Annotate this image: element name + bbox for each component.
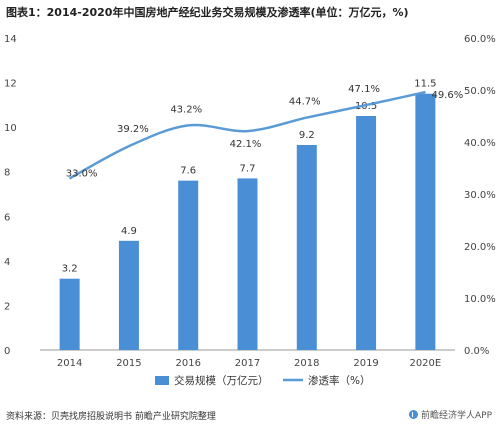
y-right-tick-label: 20.0% — [464, 242, 496, 253]
legend-line-label: 渗透率（%） — [308, 374, 370, 387]
legend-bar-swatch — [155, 376, 169, 385]
y-left-tick-label: 0 — [4, 346, 10, 357]
line-point — [128, 145, 130, 147]
y-right-tick-label: 30.0% — [464, 190, 496, 201]
bar — [118, 240, 139, 350]
bar — [178, 180, 199, 350]
line-point — [247, 130, 248, 132]
bar-value-label: 7.7 — [240, 163, 256, 174]
x-tick-label: 2016 — [175, 358, 200, 369]
bar-value-label: 3.2 — [62, 264, 78, 275]
brand-mark: 前瞻经济学人APP — [408, 408, 492, 421]
y-left-tick-label: 4 — [4, 257, 10, 268]
line-value-label: 44.7% — [289, 97, 321, 108]
bar — [296, 144, 317, 350]
x-tick-label: 2014 — [57, 358, 82, 369]
x-tick-label: 2019 — [353, 358, 378, 369]
line-point — [187, 124, 189, 126]
bar-value-label: 11.5 — [414, 79, 436, 90]
y-left-tick-label: 10 — [4, 123, 17, 134]
bar-value-label: 9.2 — [299, 130, 315, 141]
line-point — [306, 117, 308, 119]
y-left-tick-label: 14 — [4, 34, 17, 45]
bar-value-label: 10.5 — [355, 101, 377, 112]
line-value-label: 39.2% — [117, 124, 149, 135]
line-value-label: 49.6% — [431, 90, 463, 101]
bar-value-label: 4.9 — [121, 226, 137, 237]
line-value-label: 42.1% — [230, 139, 262, 150]
legend-bar-label: 交易规模（万亿元） — [174, 374, 269, 387]
y-left-tick-label: 8 — [4, 168, 10, 179]
y-left-tick-label: 6 — [4, 212, 10, 223]
bar — [59, 278, 80, 350]
chart-title: 图表1：2014-2020年中国房地产经纪业务交易规模及渗透率(单位：万亿元，%… — [6, 6, 409, 19]
brand-label: 前瞻经济学人APP — [420, 411, 492, 421]
x-tick-label: 2017 — [235, 358, 260, 369]
y-right-tick-label: 10.0% — [464, 294, 496, 305]
y-right-tick-label: 0.0% — [464, 346, 489, 357]
bar — [237, 178, 258, 350]
y-left-tick-label: 12 — [4, 79, 17, 90]
line-value-label: 43.2% — [170, 104, 202, 115]
bar — [356, 116, 377, 350]
bar-value-label: 7.6 — [180, 166, 196, 177]
y-right-tick-label: 50.0% — [464, 86, 496, 97]
x-tick-label: 2015 — [116, 358, 141, 369]
x-tick-label: 2018 — [294, 358, 319, 369]
y-right-tick-label: 40.0% — [464, 138, 496, 149]
line-value-label: 33.0% — [66, 168, 98, 179]
source-note: 资料来源：贝壳找房招股说明书 前瞻产业研究院整理 — [6, 412, 216, 422]
line-point — [365, 104, 367, 106]
x-tick-label: 2020E — [409, 358, 441, 369]
bar — [415, 93, 436, 350]
line-point — [69, 177, 71, 179]
line-point — [424, 91, 426, 93]
y-right-tick-label: 60.0% — [464, 34, 496, 45]
brand-logo-icon — [408, 410, 418, 419]
line-value-label: 47.1% — [348, 84, 380, 95]
y-left-tick-label: 2 — [4, 301, 10, 312]
